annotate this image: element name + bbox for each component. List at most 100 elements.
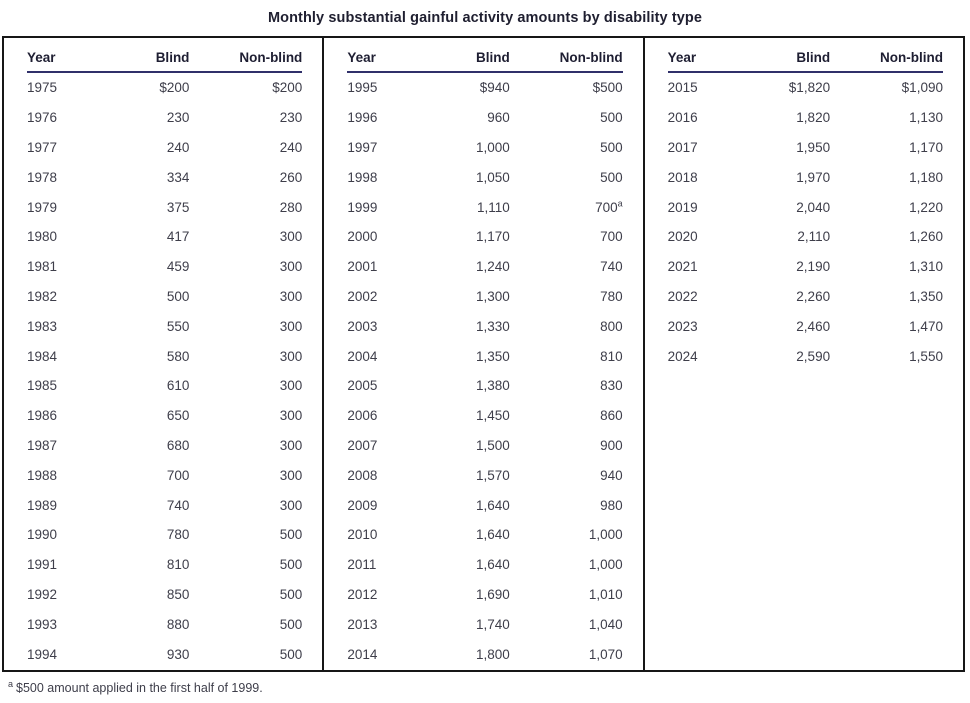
non-blind-amount-cell: 300 [279,348,303,364]
table-row: 2003 1,330 800 [347,311,622,341]
blind-amount-cell: 680 [166,437,190,453]
table-row: 2000 1,170 700 [347,222,622,252]
column-header-row: Year Blind Non-blind [667,44,943,73]
blind-amount-cell: 810 [166,557,190,573]
table-row: 1983 550 300 [27,311,302,341]
year-cell: 1991 [27,557,58,573]
non-blind-amount-cell: 1,470 [909,318,943,334]
blind-amount-cell: 1,050 [475,169,510,185]
year-cell: 2024 [667,348,698,364]
blind-amount-cell: 459 [166,259,190,275]
non-blind-amount-cell: 300 [279,437,303,453]
table-row: 1979 375 280 [27,192,302,222]
blind-amount-cell: 850 [166,586,190,602]
blind-amount-cell: 1,500 [475,437,510,453]
footnote-reference: a [617,198,623,209]
year-cell: 2010 [347,527,378,543]
year-cell: 2017 [667,139,698,155]
year-cell: 1985 [27,378,58,394]
table-row: 1995 $940 $500 [347,73,622,103]
table-row: 2002 1,300 780 [347,282,622,312]
year-cell: 1998 [347,169,378,185]
table-row: 2021 2,190 1,310 [668,252,943,282]
table-row: 1999 1,110 700a [347,192,622,222]
blind-amount-cell: 740 [166,497,190,513]
blind-amount-cell: 1,170 [475,229,510,245]
blind-amount-cell: 1,000 [475,139,510,155]
table-rows: 1995 $940 $500 1996 960 500 1997 1,000 500 1998 1,… [347,73,622,669]
blind-amount-cell: 2,460 [796,318,831,334]
year-cell: 1999 [347,199,378,215]
blind-amount-cell: 1,970 [796,169,831,185]
non-blind-amount-cell: 500 [600,139,623,155]
non-blind-amount-cell: 280 [279,199,303,215]
column-header-row: Year Blind Non-blind [27,44,303,73]
non-blind-amount-cell: 700 [600,229,623,245]
year-cell: 1997 [347,139,378,155]
year-cell: 2019 [667,199,698,215]
blind-amount-cell: 334 [166,169,190,185]
footnote-text: $500 amount applied in the first half of… [16,681,263,695]
blind-amount-cell: 230 [166,110,190,126]
blind-amount-cell: 2,590 [796,348,831,364]
blind-column-header: Blind [796,50,831,65]
year-cell: 2015 [667,80,698,96]
year-cell: 2020 [667,229,698,245]
table-row: 1981 459 300 [27,252,302,282]
year-cell: 2021 [667,259,698,275]
blind-amount-cell: 650 [166,408,190,424]
table-row: 2015 $1,820 $1,090 [668,73,943,103]
table-row: 2024 2,590 1,550 [668,341,943,371]
table-row: 1975 $200 $200 [27,73,302,103]
non-blind-amount-cell: 1,000 [588,527,623,543]
table-row: 2016 1,820 1,130 [668,103,943,133]
blind-amount-cell: 500 [166,288,190,304]
panel-1995-2014: Year Blind Non-blind 1995 $940 $500 1996 960… [322,38,642,670]
non-blind-amount-cell: 1,180 [909,169,943,185]
table-row: 2013 1,740 1,040 [347,609,622,639]
non-blind-amount-cell: 740 [600,259,623,275]
year-cell: 1996 [347,110,378,126]
non-blind-amount-cell: 700a [595,198,623,215]
blind-amount-cell: 1,300 [475,288,510,304]
non-blind-amount-cell: 500 [279,616,303,632]
non-blind-amount-cell: 1,550 [909,348,943,364]
table-row: 1978 334 260 [27,162,302,192]
non-blind-amount-cell: 260 [279,169,303,185]
non-blind-amount-cell: 500 [279,527,303,543]
year-cell: 1981 [27,259,58,275]
blind-amount-cell: 1,240 [475,259,510,275]
table-rows: 2015 $1,820 $1,090 2016 1,820 1,130 2017 1,950 1… [668,73,943,371]
blind-amount-cell: 2,040 [796,199,831,215]
non-blind-amount-cell: 900 [600,437,623,453]
blind-amount-cell: 610 [166,378,190,394]
year-cell: 2002 [347,288,378,304]
table-row: 1980 417 300 [27,222,302,252]
year-cell: 1987 [27,437,58,453]
blind-amount-cell: 880 [166,616,190,632]
column-header-row: Year Blind Non-blind [347,44,623,73]
blind-amount-cell: 1,740 [475,616,510,632]
table-rows: 1975 $200 $200 1976 230 230 1977 240 240 1978 334 2… [27,73,302,669]
non-blind-amount-cell: 500 [600,169,623,185]
blind-amount-cell: 417 [166,229,190,245]
blind-amount-cell: 2,190 [796,259,831,275]
table-row: 1991 810 500 [27,550,302,580]
blind-amount-cell: 1,570 [475,467,510,483]
table-row: 2007 1,500 900 [347,431,622,461]
sga-table: Year Blind Non-blind 1975 $200 $200 1976 230… [2,36,965,672]
year-cell: 2004 [347,348,378,364]
table-row: 2008 1,570 940 [347,460,622,490]
non-blind-column-header: Non-blind [239,50,303,65]
table-row: 2012 1,690 1,010 [347,580,622,610]
table-row: 1984 580 300 [27,341,302,371]
year-cell: 2012 [347,586,378,602]
year-cell: 1990 [27,527,58,543]
year-cell: 2016 [667,110,698,126]
table-row: 1997 1,000 500 [347,133,622,163]
blind-amount-cell: 2,110 [797,229,831,245]
blind-amount-cell: 1,640 [475,497,510,513]
year-cell: 2006 [347,408,378,424]
non-blind-amount-cell: 810 [600,348,623,364]
table-row: 2019 2,040 1,220 [668,192,943,222]
